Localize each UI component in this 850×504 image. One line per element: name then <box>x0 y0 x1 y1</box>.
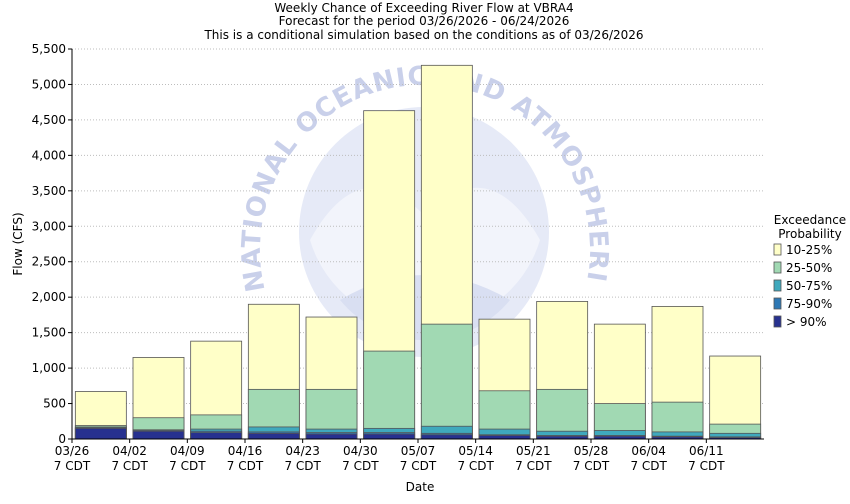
x-tick-label: 05/21 <box>516 444 551 458</box>
legend-label: 75-90% <box>786 297 832 311</box>
legend-title-line1: Exceedance <box>774 213 846 227</box>
y-tick-label: 4,000 <box>32 148 66 162</box>
y-tick-label: 5,000 <box>32 77 66 91</box>
bar-segment <box>536 388 589 440</box>
chart-subtitle-2: This is a conditional simulation based o… <box>203 28 643 42</box>
x-tick-label: 04/23 <box>285 444 320 458</box>
x-tick-label: 7 CDT <box>630 459 667 473</box>
x-tick-label: 7 CDT <box>688 459 725 473</box>
x-tick-label: 7 CDT <box>400 459 437 473</box>
legend-swatch <box>773 279 782 292</box>
bar-stack <box>132 357 185 440</box>
bar-segment <box>363 433 416 440</box>
y-tick-label: 5,500 <box>32 42 66 56</box>
legend-label: 50-75% <box>786 279 832 293</box>
x-tick-label: 7 CDT <box>515 459 552 473</box>
y-tick-label: 3,500 <box>32 184 66 198</box>
x-tick-label: 05/14 <box>458 444 493 458</box>
gridlines <box>72 48 764 405</box>
x-tick-label: 04/09 <box>170 444 205 458</box>
bar-stack <box>420 64 473 440</box>
y-tick-label: 1,000 <box>32 361 66 375</box>
x-tick-label: 7 CDT <box>342 459 379 473</box>
x-tick-label: 7 CDT <box>54 459 91 473</box>
bar-segment <box>190 432 243 440</box>
y-tick-label: 2,000 <box>32 290 66 304</box>
bar-stack <box>190 340 243 440</box>
x-tick-label: 06/11 <box>689 444 724 458</box>
bar-segment <box>420 323 473 440</box>
x-tick-label: 7 CDT <box>227 459 264 473</box>
bar-stack <box>709 355 762 440</box>
legend-swatch <box>773 243 782 256</box>
x-tick-label: 05/28 <box>574 444 609 458</box>
chart-titles: Weekly Chance of Exceeding River Flow at… <box>203 1 643 42</box>
bar-stack <box>593 323 646 440</box>
x-tick-label: 04/16 <box>228 444 263 458</box>
legend-title-line2: Probability <box>778 227 841 241</box>
y-tick-labels: 0 500 1,000 1,500 2,000 2,500 3,000 3,500 4,000 4… <box>32 42 66 446</box>
x-tick-label: 03/26 <box>55 444 90 458</box>
bar-segment <box>420 434 473 440</box>
x-tick-label: 7 CDT <box>169 459 206 473</box>
legend: Exceedance Probability 10-25% 25-50% 50-75… <box>773 213 846 329</box>
x-tick-label: 06/04 <box>631 444 666 458</box>
y-tick-label: 0 <box>58 432 66 446</box>
bar-stack <box>305 316 358 440</box>
chart-title: Weekly Chance of Exceeding River Flow at… <box>274 1 573 15</box>
bar-segment <box>478 435 531 440</box>
x-tick-label: 04/30 <box>343 444 378 458</box>
bar-stack <box>74 391 127 440</box>
x-tick-label: 7 CDT <box>111 459 148 473</box>
x-tick-label: 7 CDT <box>573 459 610 473</box>
y-tick-label: 1,500 <box>32 326 66 340</box>
legend-swatch <box>773 297 782 310</box>
bar-stack <box>536 301 589 440</box>
bar-stack <box>478 318 531 440</box>
y-tick-label: 4,500 <box>32 113 66 127</box>
chart-subtitle: Forecast for the period 03/26/2026 - 06/… <box>279 14 570 28</box>
bar-segment <box>132 430 185 440</box>
x-tick-label: 05/07 <box>401 444 436 458</box>
bar-segment <box>247 432 300 440</box>
noaa-watermark: NATIONAL OCEANIC AND ATMOSPHERIC ADMINIS… <box>0 0 612 357</box>
x-tick-label: 7 CDT <box>284 459 321 473</box>
y-tick-label: 3,000 <box>32 219 66 233</box>
y-tick-label: 500 <box>43 397 66 411</box>
legend-label: 25-50% <box>786 261 832 275</box>
bar-segment <box>305 433 358 440</box>
bar-stack <box>651 305 704 440</box>
legend-label: > 90% <box>786 315 827 329</box>
y-tick-label: 2,500 <box>32 255 66 269</box>
bar-stack <box>363 110 416 440</box>
bar-segment <box>363 350 416 440</box>
x-tick-label: 7 CDT <box>457 459 494 473</box>
bars <box>74 64 762 440</box>
y-axis-label: Flow (CFS) <box>11 212 25 275</box>
x-tick-label: 04/02 <box>112 444 147 458</box>
legend-swatch <box>773 261 782 274</box>
legend-swatch <box>773 315 782 328</box>
bar-stack <box>247 303 300 440</box>
x-axis-label: Date <box>406 480 435 494</box>
axes <box>68 48 764 443</box>
bar-segment <box>74 427 127 440</box>
legend-label: 10-25% <box>786 243 832 257</box>
